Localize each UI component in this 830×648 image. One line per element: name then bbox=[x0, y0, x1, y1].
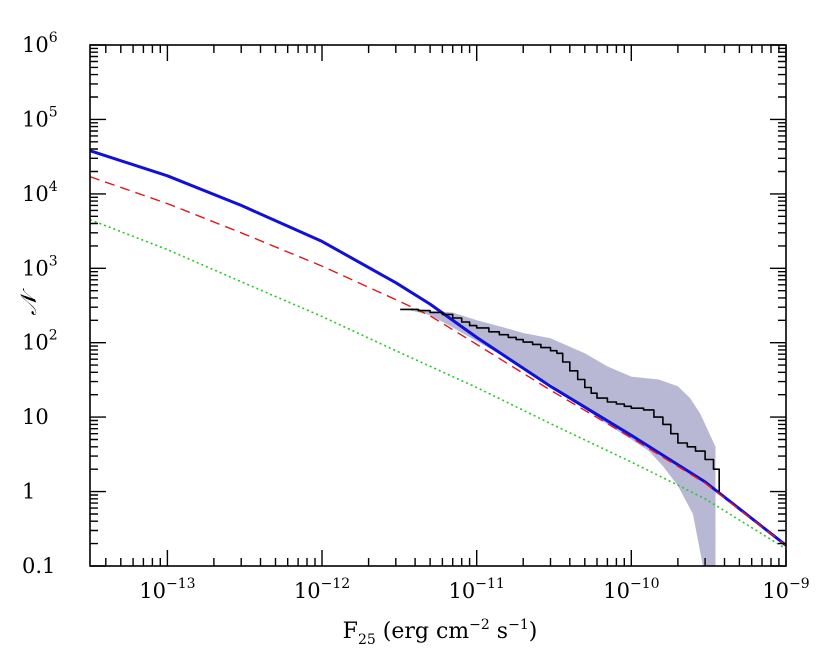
tick-label-layer: 10−13 10−12 10−11 10−10 10−9 0.1 1 10 102 103 104 1… bbox=[22, 30, 810, 603]
tick-mark-layer bbox=[90, 44, 787, 567]
x-tick-label: 10−12 bbox=[294, 576, 350, 603]
y-tick-label: 10 bbox=[22, 405, 49, 429]
x-tick-label: 10−11 bbox=[449, 576, 505, 603]
y-axis-label: 𝒩 bbox=[17, 288, 42, 316]
y-tick-label: 0.1 bbox=[22, 554, 55, 578]
x-tick-label: 10−10 bbox=[603, 576, 659, 603]
series-line-0-solid-thick bbox=[89, 149, 787, 547]
y-tick-label: 106 bbox=[22, 30, 58, 57]
x-tick-label: 10−13 bbox=[139, 576, 195, 603]
y-tick-label: 104 bbox=[22, 179, 58, 206]
series-line-3-step bbox=[400, 308, 720, 492]
x-axis-label: F25 (erg cm−2 s−1) bbox=[343, 617, 538, 648]
y-tick-label: 103 bbox=[22, 253, 58, 280]
confidence-band bbox=[406, 308, 716, 566]
axis-ticks bbox=[90, 44, 787, 567]
series-line-2-dotted bbox=[89, 218, 787, 550]
series-layer bbox=[89, 149, 787, 550]
plot-frame-layer bbox=[89, 44, 787, 567]
x-tick-label: 10−9 bbox=[762, 576, 809, 603]
plot-frame bbox=[89, 44, 787, 567]
series-line-1-dashed bbox=[89, 176, 787, 546]
y-tick-label: 1 bbox=[22, 480, 35, 504]
y-tick-label: 105 bbox=[22, 104, 58, 131]
confidence-band-layer bbox=[406, 308, 716, 566]
y-tick-label: 102 bbox=[22, 328, 58, 355]
